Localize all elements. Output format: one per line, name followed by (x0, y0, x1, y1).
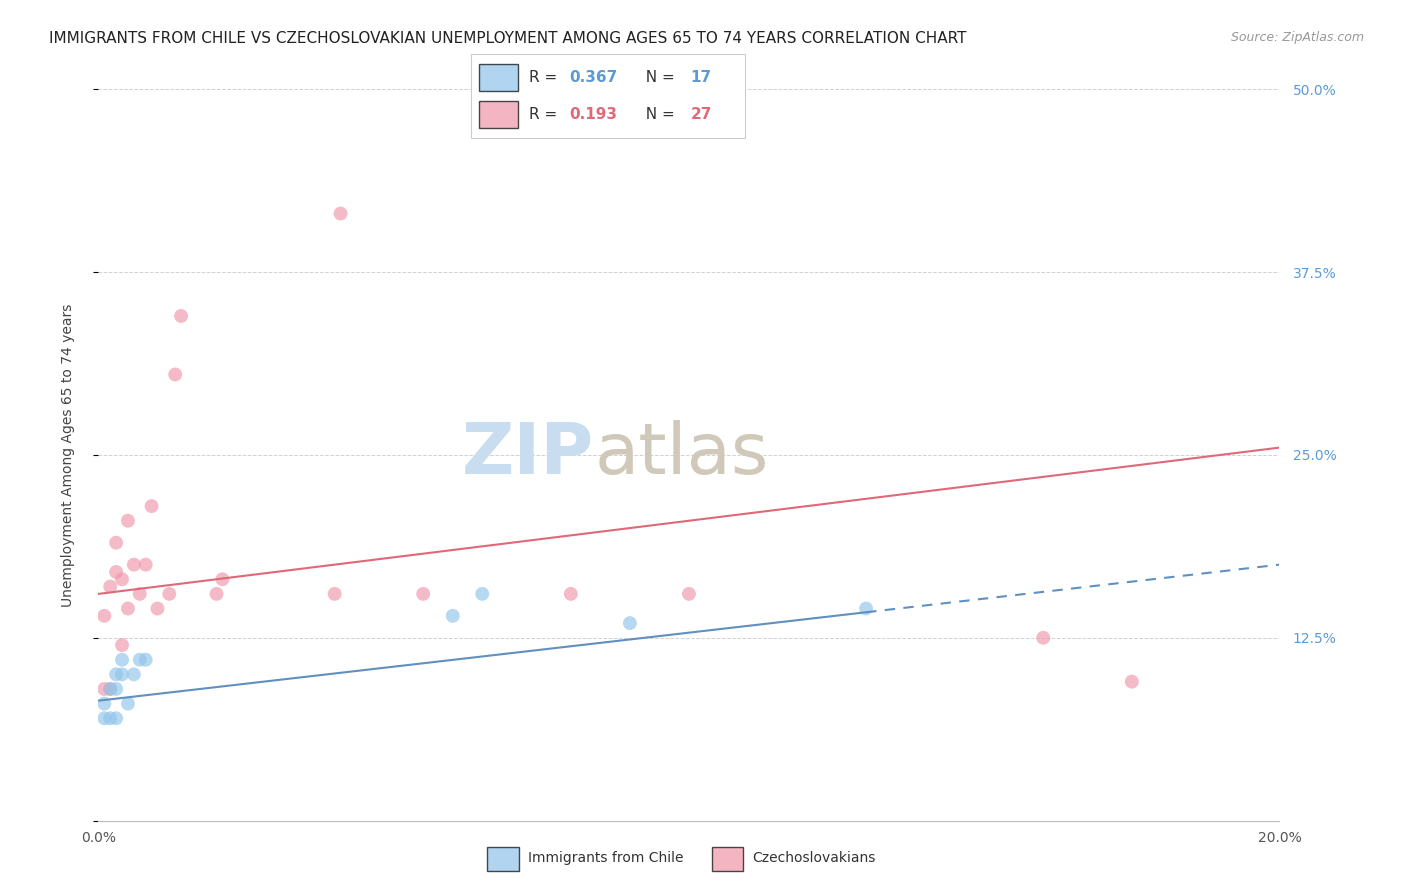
Text: Source: ZipAtlas.com: Source: ZipAtlas.com (1230, 31, 1364, 45)
Point (98, 711, 121, 725)
Point (165, 368, 187, 382)
Text: atlas: atlas (595, 420, 769, 490)
Point (412, 587, 434, 601)
Point (105, 711, 128, 725)
Point (122, 558, 145, 572)
FancyBboxPatch shape (479, 63, 517, 91)
Point (441, 608, 464, 623)
Point (98, 681, 121, 696)
Text: R =: R = (529, 107, 562, 122)
FancyBboxPatch shape (479, 101, 517, 128)
Text: Immigrants from Chile: Immigrants from Chile (527, 851, 683, 865)
Text: 0.193: 0.193 (569, 107, 617, 122)
Point (98, 681, 121, 696)
Point (105, 667, 128, 681)
FancyBboxPatch shape (471, 54, 745, 138)
Point (105, 681, 128, 696)
Point (211, 572, 233, 586)
Point (141, 499, 163, 513)
Point (205, 587, 228, 601)
Point (128, 653, 150, 667)
Point (111, 653, 134, 667)
Text: N =: N = (636, 107, 679, 122)
Point (105, 535, 128, 549)
Text: N =: N = (636, 70, 679, 85)
FancyBboxPatch shape (711, 847, 744, 871)
Point (855, 601, 877, 615)
Point (93, 697, 115, 711)
Point (117, 601, 139, 615)
Text: 17: 17 (690, 70, 711, 85)
Point (135, 653, 157, 667)
Point (93, 681, 115, 696)
Text: ZIP: ZIP (463, 420, 595, 490)
Point (105, 565, 128, 579)
Text: Czechoslovakians: Czechoslovakians (752, 851, 876, 865)
Y-axis label: Unemployment Among Ages 65 to 74 years: Unemployment Among Ages 65 to 74 years (60, 303, 75, 607)
Point (146, 601, 169, 615)
Text: 27: 27 (690, 107, 711, 122)
Point (170, 309, 193, 323)
Point (111, 638, 134, 652)
Point (122, 667, 145, 681)
Point (1032, 631, 1054, 645)
Point (111, 572, 134, 586)
Point (128, 587, 150, 601)
Point (98, 580, 121, 594)
Point (157, 587, 180, 601)
Point (135, 558, 157, 572)
Point (117, 697, 139, 711)
Point (329, 206, 352, 220)
Point (1121, 674, 1143, 689)
Point (560, 587, 582, 601)
Text: R =: R = (529, 70, 562, 85)
Text: IMMIGRANTS FROM CHILE VS CZECHOSLOVAKIAN UNEMPLOYMENT AMONG AGES 65 TO 74 YEARS : IMMIGRANTS FROM CHILE VS CZECHOSLOVAKIAN… (49, 31, 967, 46)
Point (93, 608, 115, 623)
Point (117, 514, 139, 528)
Point (323, 587, 346, 601)
Point (111, 667, 134, 681)
Point (471, 587, 494, 601)
Point (619, 616, 641, 631)
Text: 0.367: 0.367 (569, 70, 619, 85)
Point (678, 587, 700, 601)
FancyBboxPatch shape (486, 847, 519, 871)
Point (93, 711, 115, 725)
